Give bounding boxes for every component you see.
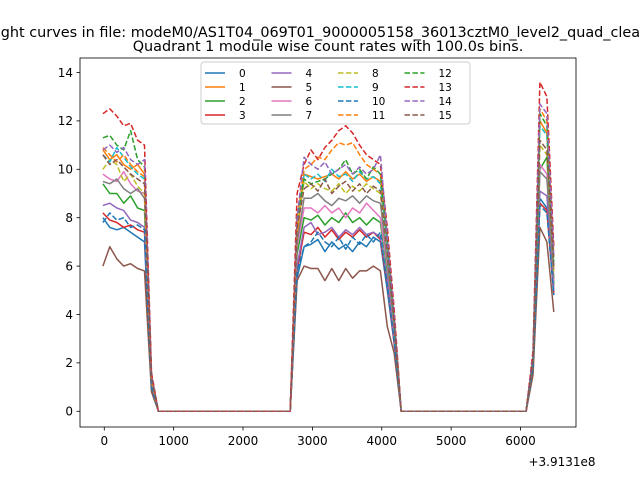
series-line-9 [102, 125, 555, 413]
y-tick-label: 6 [65, 259, 73, 273]
x-tick-label: 3000 [297, 434, 328, 448]
legend-label-8: 8 [372, 68, 379, 80]
y-tick-label: 8 [65, 211, 73, 225]
chart-title: Quadrant 1 module wise count rates with … [133, 39, 524, 55]
x-axis-offset-label: +3.9131e8 [528, 455, 595, 469]
legend-label-3: 3 [239, 110, 246, 122]
legend-box [200, 61, 471, 125]
y-tick-label: 4 [65, 308, 73, 322]
x-axis: 0 1000 2000 3000 4000 5000 6000 [100, 427, 536, 448]
legend-label-14: 14 [439, 96, 453, 108]
x-tick-label: 2000 [228, 434, 259, 448]
x-tick-label: 6000 [505, 434, 536, 448]
x-tick-label: 4000 [366, 434, 397, 448]
legend-label-2: 2 [239, 96, 246, 108]
series-line-1 [102, 120, 555, 413]
series-line-11 [102, 108, 555, 413]
series-line-5 [102, 226, 555, 413]
legend-label-4: 4 [306, 68, 313, 80]
plot-area-frame [79, 57, 577, 428]
legend-label-13: 13 [439, 82, 452, 94]
x-tick-label: 0 [100, 434, 108, 448]
y-tick-label: 2 [65, 356, 73, 370]
chart-suptitle: Light curves in file: modeM0/AS1T04_069T… [0, 25, 640, 41]
series-line-3 [102, 202, 555, 413]
legend-label-10: 10 [372, 96, 385, 108]
legend-label-0: 0 [239, 68, 246, 80]
x-tick-label: 5000 [436, 434, 467, 448]
legend-label-7: 7 [306, 110, 313, 122]
series-line-4 [102, 190, 555, 413]
legend-label-1: 1 [239, 82, 246, 94]
series-line-7 [102, 170, 555, 413]
y-tick-label: 0 [65, 405, 73, 419]
series-line-12 [102, 112, 555, 413]
legend-label-11: 11 [372, 110, 385, 122]
series-line-6 [102, 163, 555, 413]
y-tick-label: 10 [58, 163, 73, 177]
plot-lines [102, 81, 555, 413]
legend-label-5: 5 [306, 82, 313, 94]
series-line-14 [102, 103, 555, 413]
legend-label-12: 12 [439, 68, 452, 80]
x-tick-label: 1000 [158, 434, 189, 448]
series-line-2 [102, 156, 555, 413]
series-line-15 [102, 139, 555, 413]
legend-label-15: 15 [439, 110, 452, 122]
series-line-10 [102, 204, 555, 413]
y-tick-label: 14 [58, 66, 73, 80]
y-tick-label: 12 [58, 114, 73, 128]
legend-label-6: 6 [306, 96, 313, 108]
legend-label-9: 9 [372, 82, 379, 94]
y-axis: 0 2 4 6 8 10 12 14 [58, 66, 80, 419]
